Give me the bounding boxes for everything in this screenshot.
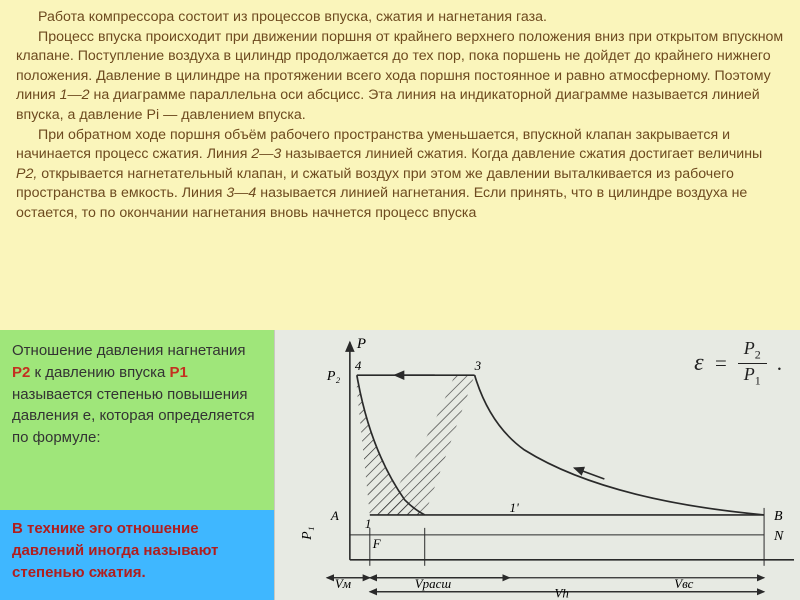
formula-eq: = xyxy=(714,351,728,376)
p2-b: на диаграмме параллельна оси абсцисс. Эт… xyxy=(16,87,760,123)
label-N: N xyxy=(773,529,784,544)
green-a: Отношение давления нагнетания xyxy=(12,342,246,359)
paragraph-1: Работа компрессора состоит из процессов … xyxy=(16,8,784,28)
pt-4: 4 xyxy=(355,358,362,373)
green-b: к давлению впуска xyxy=(30,364,169,381)
formula-fraction: P2 P1 xyxy=(738,338,767,388)
label-p1: P₁ xyxy=(300,526,315,540)
green-p1: P1 xyxy=(169,364,187,381)
p3-line34: 3—4 xyxy=(226,185,256,201)
label-A: A xyxy=(330,508,339,523)
label-vvc: Vвс xyxy=(674,576,693,591)
formula-num-sub: 2 xyxy=(755,348,761,362)
green-callout: Отношение давления нагнетания P2 к давле… xyxy=(0,330,274,510)
main-text-block: Работа компрессора состоит из процессов … xyxy=(0,0,800,224)
formula-eps: ε xyxy=(694,350,703,377)
p3-p2: P2, xyxy=(16,166,37,182)
formula-num: P xyxy=(744,338,755,358)
label-p2: P₂ xyxy=(326,369,341,384)
label-vm: Vм xyxy=(335,576,351,591)
label-F: F xyxy=(372,536,382,551)
label-vh: Vh xyxy=(554,586,568,600)
green-p2: P2 xyxy=(12,364,30,381)
p3-line23: 2—3 xyxy=(251,146,281,162)
axis-p: P xyxy=(356,336,366,352)
pt-3: 3 xyxy=(474,358,482,373)
pt-1p: 1' xyxy=(510,500,519,515)
paragraph-2: Процесс впуска происходит при движении п… xyxy=(16,28,784,126)
paragraph-3: При обратном ходе поршня объём рабочего … xyxy=(16,126,784,224)
formula-epsilon: ε = P2 P1 . xyxy=(694,338,782,388)
indicator-diagram: ε = P2 P1 . xyxy=(274,330,800,600)
p2-line12: 1—2 xyxy=(60,87,90,103)
formula-den: P xyxy=(744,364,755,384)
p3-b: называется линией сжатия. Когда давление… xyxy=(281,146,762,162)
label-B: B xyxy=(774,509,783,524)
formula-den-sub: 1 xyxy=(755,373,761,387)
green-c: называется степенью повышения давления e… xyxy=(12,386,255,447)
lower-area: Отношение давления нагнетания P2 к давле… xyxy=(0,330,800,600)
pt-1: 1 xyxy=(365,516,371,531)
formula-dot: . xyxy=(777,351,782,376)
blue-text: В технике эго отношение давлений иногда … xyxy=(12,520,218,581)
blue-callout: В технике эго отношение давлений иногда … xyxy=(0,510,274,600)
label-vrash: Vрасш xyxy=(415,576,452,591)
left-column: Отношение давления нагнетания P2 к давле… xyxy=(0,330,274,600)
